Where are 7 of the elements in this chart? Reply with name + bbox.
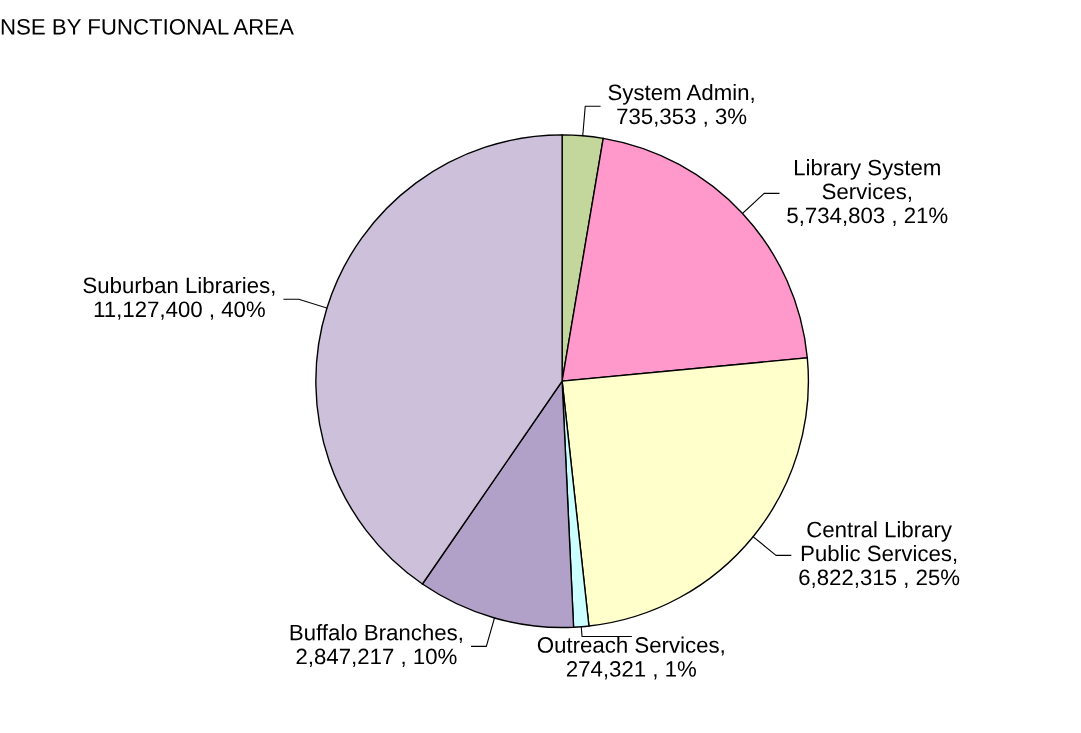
chart-title: NSE BY FUNCTIONAL AREA [1,18,294,35]
slice-label: Suburban Libraries, 11,127,400 , 40% [83,276,275,320]
slice-label: Outreach Services, 274,321 , 1% [537,636,724,680]
slice-label: System Admin, 735,353 , 3% [608,83,754,127]
slice-label: Buffalo Branches, 2,847,217 , 10% [290,624,462,667]
slice-label: Central Library Public Services, 6,822,315 , 25% [799,521,960,588]
slice-label: Library System Services, 5,734,803 , 21% [787,159,948,226]
